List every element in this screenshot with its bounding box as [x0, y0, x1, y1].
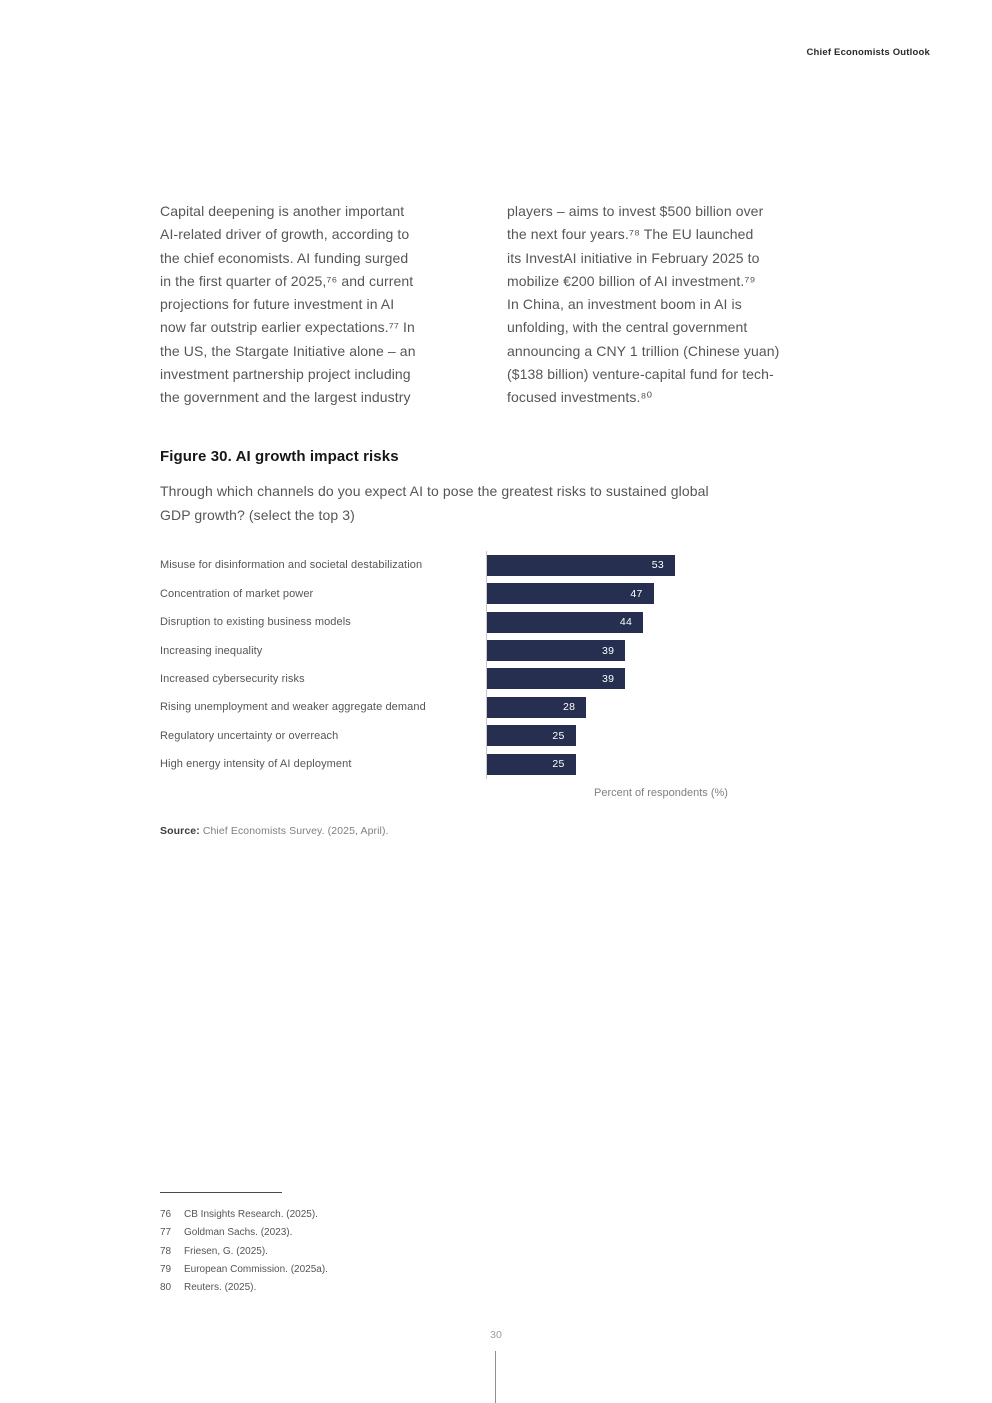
chart-bar-area: 53 [486, 551, 760, 580]
footnote-divider [160, 1192, 282, 1193]
page-number: 30 [490, 1329, 502, 1341]
footnote-number: 79 [160, 1264, 172, 1276]
chart-row: Rising unemployment and weaker aggregate… [160, 693, 760, 722]
chart-bar: 39 [487, 640, 626, 662]
running-header: Chief Economists Outlook [806, 47, 930, 58]
chart-bar-area: 39 [486, 636, 760, 665]
footnote-text: CB Insights Research. (2025). [184, 1209, 318, 1220]
chart-bar-value: 25 [552, 729, 565, 742]
chart-category-label: Regulatory uncertainty or overreach [160, 729, 339, 742]
footnote-item: 80 Reuters. (2025). [160, 1279, 560, 1297]
source-text: Chief Economists Survey. (2025, April). [199, 825, 389, 837]
chart-bar: 25 [487, 725, 576, 747]
chart-bar-area: 47 [486, 579, 760, 608]
chart-category-label: Rising unemployment and weaker aggregate… [160, 701, 426, 714]
footnote-item: 78 Friesen, G. (2025). [160, 1243, 560, 1261]
footnote-text: Goldman Sachs. (2023). [184, 1227, 293, 1239]
bottom-vertical-rule [495, 1351, 496, 1403]
chart-category-label: Increasing inequality [160, 644, 263, 657]
chart-row: Regulatory uncertainty or overreach 25 [160, 721, 760, 751]
bar-chart: Misuse for disinformation and societal d… [160, 551, 760, 779]
chart-bar: 44 [487, 611, 644, 633]
source-label: Source: [160, 825, 200, 837]
footnote-item: 79 European Commission. (2025a). [160, 1261, 560, 1279]
footnote-text: Friesen, G. (2025). [184, 1245, 268, 1257]
figure-question: Through which channels do you expect AI … [160, 483, 709, 523]
chart-category-label: Concentration of market power [160, 587, 314, 600]
chart-bar: 47 [487, 583, 654, 605]
chart-row: Increased cybersecurity risks 39 [160, 664, 760, 694]
chart-bar-value: 39 [602, 672, 615, 685]
chart-bar-value: 28 [563, 701, 576, 714]
body-text-right-column: players – aims to invest $500 billion ov… [507, 203, 780, 406]
chart-category-label: Misuse for disinformation and societal d… [160, 559, 423, 572]
footnote-number: 80 [160, 1282, 172, 1294]
chart-bar-area: 25 [486, 721, 760, 751]
footnote-item: 76 CB Insights Research. (2025). [160, 1206, 560, 1224]
chart-bar-value: 44 [619, 616, 633, 629]
chart-bar-value: 25 [552, 758, 565, 771]
chart-bar-value: 47 [630, 587, 643, 600]
chart-row: Increasing inequality 39 [160, 636, 760, 665]
chart-row: High energy intensity of AI deployment 2… [160, 750, 760, 779]
chart-bar-value: 39 [602, 644, 615, 657]
chart-bar-value: 53 [651, 559, 664, 572]
chart-rows: Misuse for disinformation and societal d… [160, 551, 760, 779]
footnote-item: 77 Goldman Sachs. (2023). [160, 1224, 560, 1242]
chart-row: Concentration of market power 47 [160, 579, 760, 608]
chart-bar: 28 [487, 696, 587, 718]
chart-category-label: Disruption to existing business models [160, 616, 351, 629]
chart-bar-area: 44 [486, 607, 760, 637]
chart-bar-area: 25 [486, 750, 760, 779]
chart-x-axis-label: Percent of respondents (%) [594, 787, 728, 799]
chart-bar-area: 39 [486, 664, 760, 694]
chart-row: Misuse for disinformation and societal d… [160, 551, 760, 580]
footnote-text: Reuters. (2025). [184, 1282, 257, 1294]
footnote-number: 76 [160, 1209, 172, 1220]
source-line: Source: Chief Economists Survey. (2025, … [160, 825, 389, 837]
chart-row: Disruption to existing business models 4… [160, 607, 760, 637]
footnote-number: 77 [160, 1227, 172, 1239]
footnotes-list: 76 CB Insights Research. (2025). 77 Gold… [160, 1206, 560, 1298]
footnote-text: European Commission. (2025a). [184, 1264, 328, 1276]
chart-bar: 39 [487, 668, 626, 690]
figure-title: Figure 30. AI growth impact risks [160, 448, 399, 465]
chart-category-label: Increased cybersecurity risks [160, 672, 305, 685]
chart-bar: 25 [487, 753, 576, 775]
chart-category-label: High energy intensity of AI deployment [160, 758, 352, 771]
chart-bar: 53 [487, 554, 675, 576]
chart-bar-area: 28 [486, 693, 760, 722]
footnote-number: 78 [160, 1245, 172, 1257]
body-text-left-column: Capital deepening is another important A… [160, 203, 416, 406]
